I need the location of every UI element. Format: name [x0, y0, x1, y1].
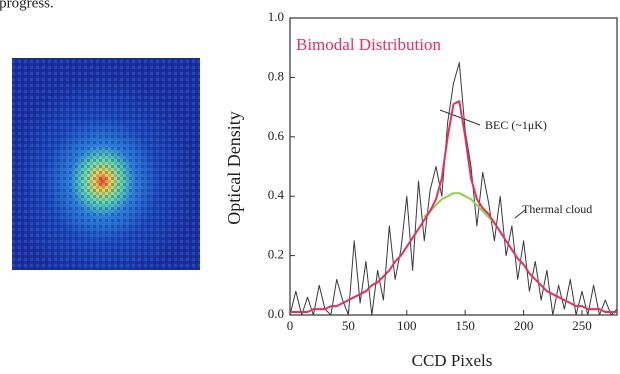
series-line — [290, 63, 617, 315]
x-tick-label: 50 — [342, 318, 355, 333]
x-tick-label: 250 — [572, 318, 592, 333]
absorption-image — [12, 58, 200, 270]
leader-line — [440, 110, 480, 125]
x-tick-label: 0 — [287, 318, 294, 333]
y-tick-label: 0.6 — [268, 128, 285, 143]
chart-title: Bimodal Distribution — [296, 35, 441, 54]
plot-frame — [290, 18, 617, 315]
figure: is in progress. Bimodal Distribution CCD… — [0, 0, 620, 374]
annotation: Thermal cloud — [522, 202, 592, 216]
x-tick-label: 200 — [514, 318, 534, 333]
x-axis-label: CCD Pixels — [412, 351, 493, 370]
y-tick-label: 0.8 — [268, 68, 284, 83]
x-tick-label: 100 — [397, 318, 417, 333]
y-axis-label: Optical Density — [224, 111, 244, 224]
y-tick-label: 0.4 — [268, 187, 285, 202]
y-tick-label: 1.0 — [268, 9, 284, 24]
page: {"header_text": "is in progress.", "char… — [0, 0, 620, 374]
y-tick-label: 0.2 — [268, 247, 284, 262]
header-text: is in progress. — [0, 0, 54, 11]
y-tick-label: 0.0 — [268, 306, 284, 321]
annotation: BEC (~1μK) — [485, 118, 547, 132]
x-tick-label: 150 — [455, 318, 475, 333]
